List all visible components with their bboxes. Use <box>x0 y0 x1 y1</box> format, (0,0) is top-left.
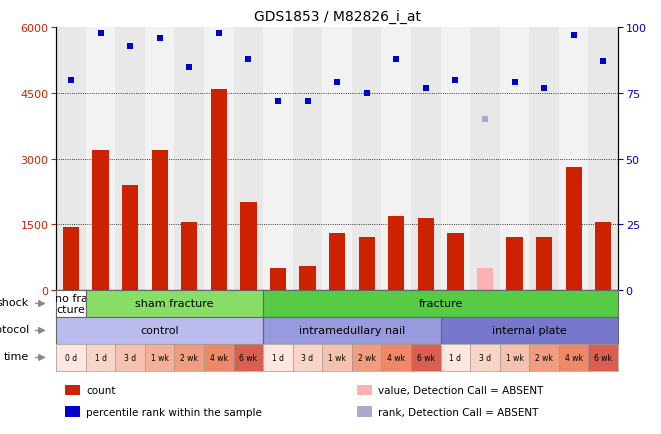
Text: 6 wk: 6 wk <box>239 353 257 362</box>
Text: value, Detection Call = ABSENT: value, Detection Call = ABSENT <box>378 385 543 395</box>
Text: fracture: fracture <box>418 299 463 309</box>
Bar <box>323 28 352 290</box>
Bar <box>536 238 552 290</box>
Text: no fra
cture: no fra cture <box>55 293 87 315</box>
Text: 6 wk: 6 wk <box>417 353 435 362</box>
Bar <box>566 168 582 290</box>
Bar <box>381 28 411 290</box>
Bar <box>93 151 108 290</box>
FancyBboxPatch shape <box>357 385 372 395</box>
Text: 4 wk: 4 wk <box>387 353 405 362</box>
Text: percentile rank within the sample: percentile rank within the sample <box>87 407 262 417</box>
FancyBboxPatch shape <box>65 407 80 417</box>
Bar <box>86 28 115 290</box>
Bar <box>293 28 323 290</box>
Text: 2 wk: 2 wk <box>358 353 375 362</box>
Bar <box>506 238 523 290</box>
Text: 0 d: 0 d <box>65 353 77 362</box>
Bar <box>500 28 529 290</box>
FancyBboxPatch shape <box>357 407 372 417</box>
Bar <box>388 216 405 290</box>
Bar <box>595 223 611 290</box>
Text: 4 wk: 4 wk <box>564 353 583 362</box>
Bar <box>358 238 375 290</box>
Bar <box>211 89 227 290</box>
Text: sham fracture: sham fracture <box>136 299 214 309</box>
FancyBboxPatch shape <box>65 385 80 395</box>
Bar <box>441 28 470 290</box>
Bar <box>204 28 233 290</box>
Text: 6 wk: 6 wk <box>594 353 612 362</box>
Title: GDS1853 / M82826_i_at: GDS1853 / M82826_i_at <box>254 10 420 24</box>
Bar <box>122 185 138 290</box>
Bar <box>477 269 493 290</box>
Text: internal plate: internal plate <box>492 326 566 335</box>
Text: intramedullary nail: intramedullary nail <box>299 326 405 335</box>
Bar <box>233 28 263 290</box>
Bar <box>145 28 175 290</box>
Bar <box>411 28 441 290</box>
Text: 3 d: 3 d <box>124 353 136 362</box>
Text: shock: shock <box>0 297 29 307</box>
Text: 2 wk: 2 wk <box>535 353 553 362</box>
Text: protocol: protocol <box>0 324 29 334</box>
Bar <box>588 28 618 290</box>
Bar <box>63 227 79 290</box>
Bar <box>270 269 286 290</box>
Text: control: control <box>140 326 179 335</box>
Bar <box>299 266 316 290</box>
Text: 1 wk: 1 wk <box>151 353 169 362</box>
Bar <box>470 28 500 290</box>
Text: 4 wk: 4 wk <box>210 353 228 362</box>
Bar <box>418 218 434 290</box>
Text: 1 wk: 1 wk <box>328 353 346 362</box>
Bar <box>115 28 145 290</box>
Bar <box>151 151 168 290</box>
Text: 1 d: 1 d <box>449 353 461 362</box>
Text: rank, Detection Call = ABSENT: rank, Detection Call = ABSENT <box>378 407 539 417</box>
Text: time: time <box>4 351 29 361</box>
Bar <box>175 28 204 290</box>
Bar <box>56 28 86 290</box>
Text: 2 wk: 2 wk <box>180 353 198 362</box>
Text: 3 d: 3 d <box>479 353 491 362</box>
Text: 1 d: 1 d <box>95 353 106 362</box>
Bar <box>240 203 256 290</box>
Bar <box>559 28 588 290</box>
Bar <box>181 223 198 290</box>
Text: count: count <box>87 385 116 395</box>
Bar <box>352 28 381 290</box>
Bar <box>329 233 345 290</box>
Bar <box>263 28 293 290</box>
Text: 1 wk: 1 wk <box>506 353 524 362</box>
Text: 3 d: 3 d <box>301 353 313 362</box>
Bar <box>529 28 559 290</box>
Bar <box>447 233 463 290</box>
Text: 1 d: 1 d <box>272 353 284 362</box>
